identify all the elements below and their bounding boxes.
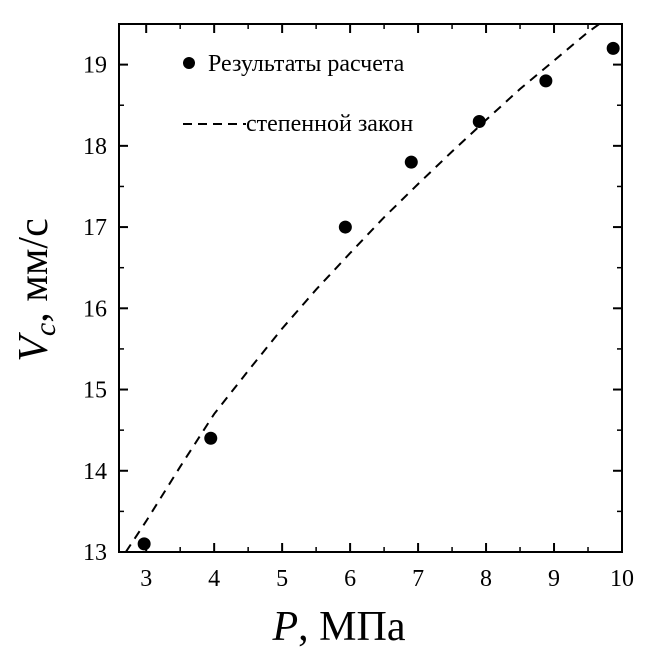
y-axis-ticks: 13 14 15 16 17 18 19 bbox=[83, 23, 622, 566]
x-tick-label: 5 bbox=[276, 566, 288, 592]
y-axis-label: Vc, мм/с bbox=[11, 218, 62, 361]
legend-marker-points bbox=[183, 57, 195, 69]
y-tick-label: 14 bbox=[83, 459, 107, 485]
legend-label-dashed-line: степенной закон bbox=[246, 111, 413, 137]
y-axis-subscript: c bbox=[29, 323, 62, 336]
y-tick-label: 16 bbox=[83, 296, 107, 322]
x-tick-label: 7 bbox=[412, 566, 424, 592]
x-tick-label: 6 bbox=[344, 566, 356, 592]
x-tick-label: 4 bbox=[208, 566, 220, 592]
data-point bbox=[338, 220, 352, 234]
y-tick-label: 17 bbox=[83, 215, 107, 241]
legend-label-points: Результаты расчета bbox=[208, 51, 405, 77]
y-tick-label: 19 bbox=[83, 53, 107, 79]
x-axis-unit: , МПа bbox=[298, 604, 406, 650]
data-point bbox=[204, 431, 218, 445]
series-layer bbox=[124, 24, 620, 552]
data-point bbox=[137, 537, 151, 551]
plot-area-border bbox=[118, 23, 623, 553]
x-tick-label: 9 bbox=[548, 566, 560, 592]
y-tick-label: 15 bbox=[83, 378, 107, 404]
data-point bbox=[404, 155, 418, 169]
data-point bbox=[472, 114, 486, 128]
x-axis-variable: P bbox=[272, 604, 299, 650]
x-tick-label: 8 bbox=[480, 566, 492, 592]
power-law-curve bbox=[124, 24, 602, 552]
x-axis-label: P, МПа bbox=[272, 604, 406, 650]
data-point bbox=[539, 74, 553, 88]
legend: Результаты расчета степенной закон bbox=[183, 51, 413, 137]
y-axis-unit: , мм/с bbox=[11, 218, 57, 322]
x-axis-ticks: 3 4 5 6 7 8 9 10 bbox=[140, 24, 634, 592]
x-tick-label: 10 bbox=[610, 566, 634, 592]
plot-frame bbox=[118, 23, 623, 553]
y-tick-label: 13 bbox=[83, 540, 107, 566]
data-point bbox=[606, 41, 620, 55]
x-tick-label: 3 bbox=[140, 566, 152, 592]
y-axis-variable: V bbox=[11, 332, 57, 362]
y-tick-label: 18 bbox=[83, 134, 107, 160]
